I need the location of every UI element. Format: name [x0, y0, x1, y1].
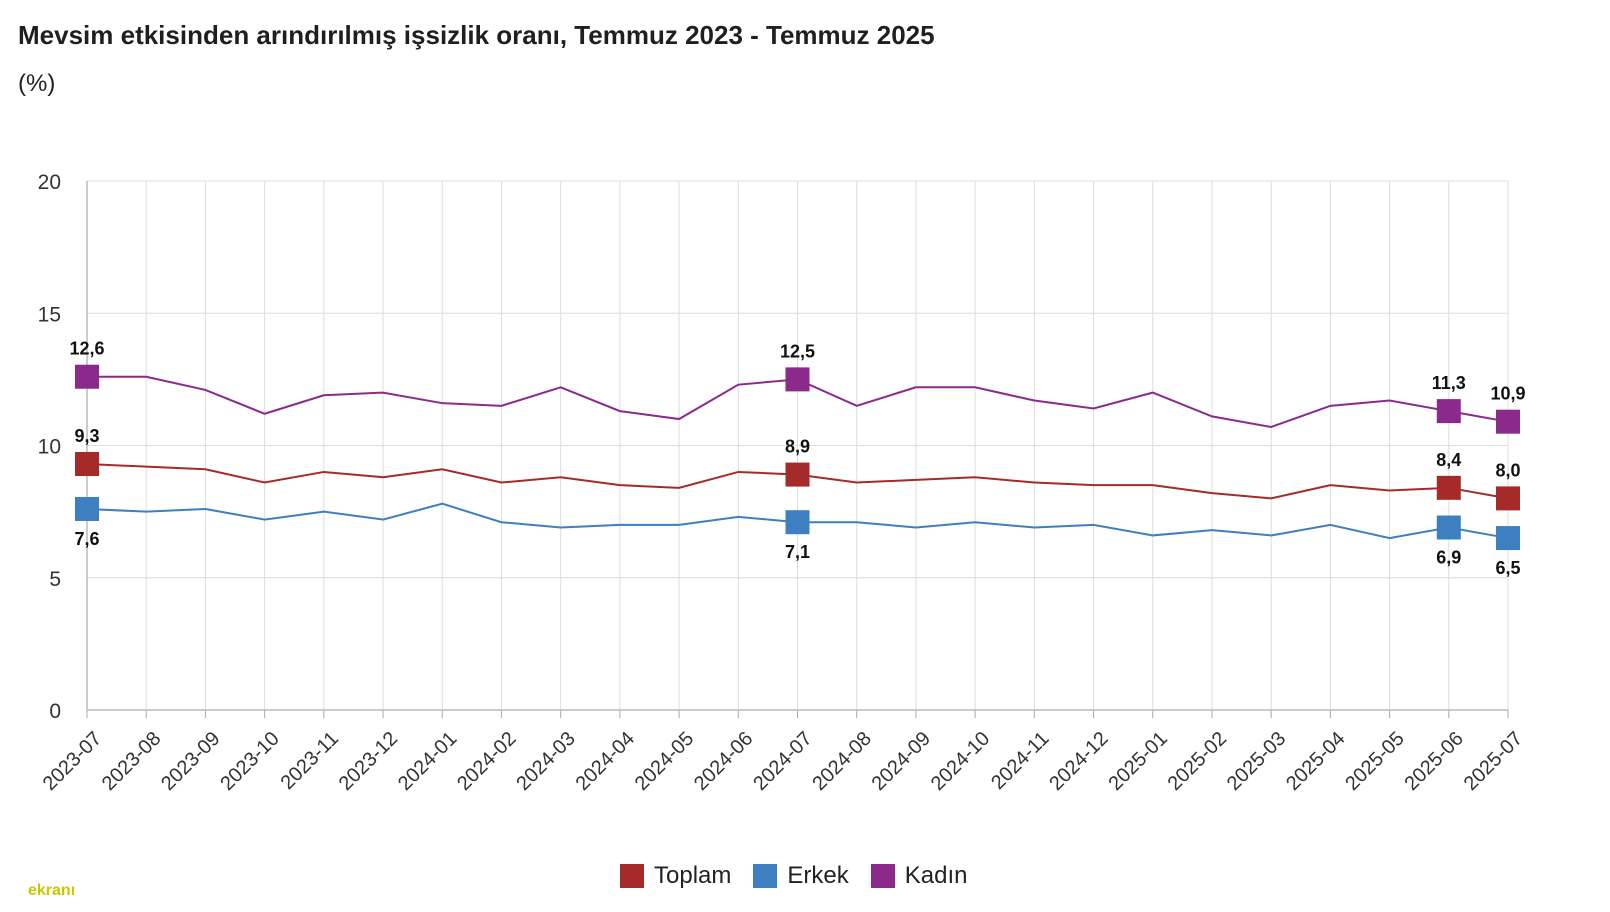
- legend-swatch-toplam: [620, 864, 644, 888]
- data-label-kadn: 12,6: [69, 339, 104, 359]
- data-point-kadn: [75, 364, 99, 389]
- data-point-erkek: [75, 496, 99, 521]
- data-point-erkek: [785, 510, 810, 535]
- x-tick-label: 2023-12: [335, 728, 402, 795]
- data-label-erkek: 6,9: [1436, 547, 1461, 567]
- data-label-kadn: 12,5: [780, 341, 815, 361]
- data-label-toplam: 8,4: [1436, 450, 1461, 470]
- x-tick-label: 2025-02: [1164, 728, 1231, 795]
- x-tick-label: 2024-03: [512, 728, 579, 795]
- y-tick-label: 0: [49, 700, 61, 723]
- legend-label-toplam: Toplam: [654, 862, 732, 889]
- data-label-erkek: 7,6: [74, 529, 99, 549]
- x-tick-label: 2025-01: [1104, 728, 1171, 795]
- x-tick-label: 2025-07: [1460, 728, 1527, 795]
- data-point-toplam: [75, 452, 99, 477]
- x-tick-label: 2024-09: [868, 728, 935, 795]
- data-label-erkek: 7,1: [785, 542, 810, 562]
- x-tick-label: 2024-06: [690, 728, 757, 795]
- data-point-toplam: [1496, 486, 1520, 511]
- data-label-kadn: 11,3: [1432, 373, 1466, 393]
- y-unit-label: (%): [18, 70, 56, 97]
- x-tick-label: 2024-02: [453, 728, 520, 795]
- data-label-kadn: 10,9: [1490, 384, 1525, 404]
- y-tick-label: 5: [49, 568, 61, 591]
- x-tick-label: 2025-03: [1223, 728, 1290, 795]
- x-tick-label: 2025-05: [1341, 728, 1408, 795]
- legend-swatch-erkek: [753, 864, 778, 888]
- y-tick-label: 20: [38, 171, 61, 194]
- data-point-kadn: [1496, 409, 1520, 434]
- x-tick-label: 2023-08: [98, 728, 165, 795]
- x-tick-label: 2025-04: [1282, 728, 1349, 795]
- x-tick-label: 2024-08: [808, 728, 875, 795]
- x-tick-label: 2024-05: [631, 728, 698, 795]
- x-tick-label: 2024-12: [1045, 728, 1112, 795]
- x-tick-label: 2024-04: [572, 728, 639, 795]
- data-point-erkek: [1496, 526, 1520, 551]
- data-point-toplam: [785, 462, 810, 487]
- data-point-kadn: [1436, 399, 1461, 424]
- legend-item-toplam[interactable]: Toplam: [620, 862, 731, 890]
- x-tick-label: 2023-07: [39, 728, 106, 795]
- legend-label-erkek: Erkek: [787, 862, 849, 889]
- x-tick-label: 2024-07: [749, 728, 816, 795]
- x-tick-label: 2023-11: [277, 728, 343, 794]
- data-point-erkek: [1436, 515, 1461, 540]
- data-point-toplam: [1436, 475, 1461, 500]
- y-tick-label: 10: [38, 436, 61, 459]
- data-label-toplam: 8,9: [785, 437, 810, 457]
- x-tick-label: 2024-11: [987, 728, 1053, 794]
- data-point-kadn: [785, 367, 810, 392]
- x-tick-label: 2023-10: [216, 728, 283, 795]
- legend-item-kadin[interactable]: Kadın: [870, 862, 968, 890]
- x-tick-label: 2023-09: [157, 728, 224, 795]
- data-label-toplam: 8,0: [1495, 460, 1520, 480]
- x-tick-label: 2025-06: [1400, 728, 1467, 795]
- chart-legend: Toplam Erkek Kadın: [620, 862, 967, 890]
- y-tick-label: 15: [38, 303, 61, 326]
- watermark-logo: ekranı: [28, 882, 76, 899]
- x-tick-label: 2024-01: [394, 728, 461, 795]
- legend-item-erkek[interactable]: Erkek: [753, 862, 849, 890]
- data-label-erkek: 6,5: [1495, 558, 1520, 578]
- legend-swatch-kadin: [870, 864, 895, 888]
- data-label-toplam: 9,3: [74, 426, 99, 446]
- x-tick-label: 2024-10: [927, 728, 994, 795]
- legend-label-kadin: Kadın: [904, 862, 968, 889]
- chart-title: Mevsim etkisinden arındırılmış işsizlik …: [18, 20, 935, 50]
